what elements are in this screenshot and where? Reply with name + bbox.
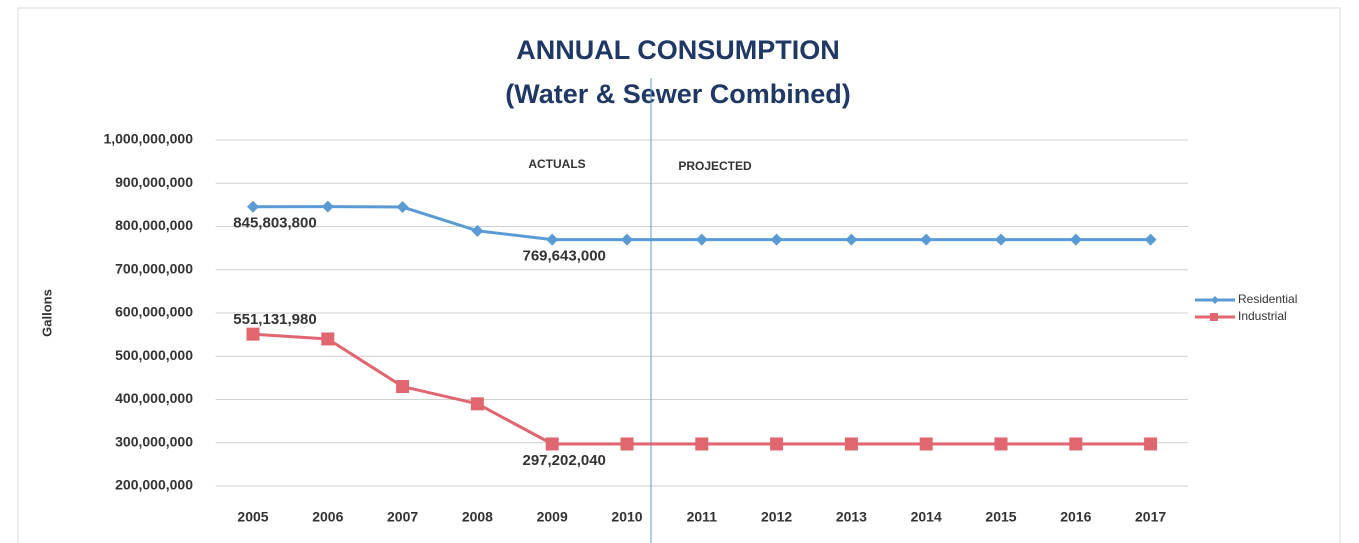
marker	[470, 397, 484, 411]
marker	[920, 233, 933, 246]
marker	[770, 437, 784, 451]
legend-marker	[1211, 296, 1219, 304]
marker	[545, 437, 559, 451]
x-tick-label: 2011	[687, 509, 718, 525]
marker	[546, 233, 559, 246]
data-label: 769,643,000	[522, 248, 605, 265]
y-tick-label: 400,000,000	[115, 390, 193, 406]
y-tick-label: 800,000,000	[115, 217, 193, 233]
legend-label: Industrial	[1238, 309, 1287, 323]
x-tick-label: 2017	[1135, 509, 1166, 525]
marker	[995, 233, 1007, 246]
chart-subtitle: (Water & Sewer Combined)	[505, 79, 851, 109]
marker	[1069, 437, 1083, 451]
y-tick-label: 1,000,000,000	[103, 131, 193, 147]
x-tick-label: 2007	[387, 509, 418, 525]
marker	[396, 201, 409, 214]
data-label: 845,803,800	[233, 215, 316, 232]
x-tick-label: 2010	[611, 509, 642, 525]
marker	[396, 380, 410, 394]
x-tick-label: 2016	[1060, 509, 1091, 525]
chart-title: ANNUAL CONSUMPTION	[516, 35, 840, 65]
x-tick-label: 2008	[462, 509, 493, 525]
series-line	[252, 332, 1151, 446]
x-tick-label: 2005	[237, 509, 268, 525]
marker	[620, 437, 634, 451]
x-tick-label: 2006	[312, 509, 343, 525]
marker	[471, 224, 484, 237]
x-tick-label: 2013	[836, 509, 867, 525]
chart-frame	[17, 7, 1341, 543]
marker	[770, 233, 783, 246]
marker	[844, 437, 858, 451]
y-tick-label: 700,000,000	[115, 260, 193, 276]
x-tick-label: 2009	[537, 509, 568, 525]
marker	[321, 200, 334, 213]
annotation: ACTUALS	[528, 157, 585, 171]
data-label: 551,131,980	[233, 311, 316, 328]
y-tick-label: 600,000,000	[115, 304, 193, 320]
y-axis-label: Gallons	[39, 289, 54, 337]
marker	[1069, 233, 1082, 246]
marker	[695, 233, 708, 246]
legend-marker	[1210, 313, 1218, 321]
marker	[845, 233, 858, 246]
marker	[695, 437, 709, 451]
y-tick-label: 500,000,000	[115, 347, 193, 363]
marker	[1144, 233, 1157, 246]
legend-label: Residential	[1238, 292, 1297, 306]
marker	[247, 200, 259, 213]
y-tick-label: 200,000,000	[115, 477, 193, 493]
marker	[246, 327, 260, 341]
y-tick-label: 900,000,000	[115, 174, 193, 190]
annotation: PROJECTED	[678, 159, 752, 173]
marker	[994, 437, 1008, 451]
data-label: 297,202,040	[522, 452, 605, 469]
marker	[321, 332, 335, 346]
marker	[621, 233, 633, 246]
x-tick-label: 2015	[985, 509, 1016, 525]
x-tick-label: 2012	[761, 509, 792, 525]
x-tick-label: 2014	[911, 509, 942, 525]
marker	[919, 437, 933, 451]
y-tick-label: 300,000,000	[115, 433, 193, 449]
marker	[1144, 437, 1158, 451]
